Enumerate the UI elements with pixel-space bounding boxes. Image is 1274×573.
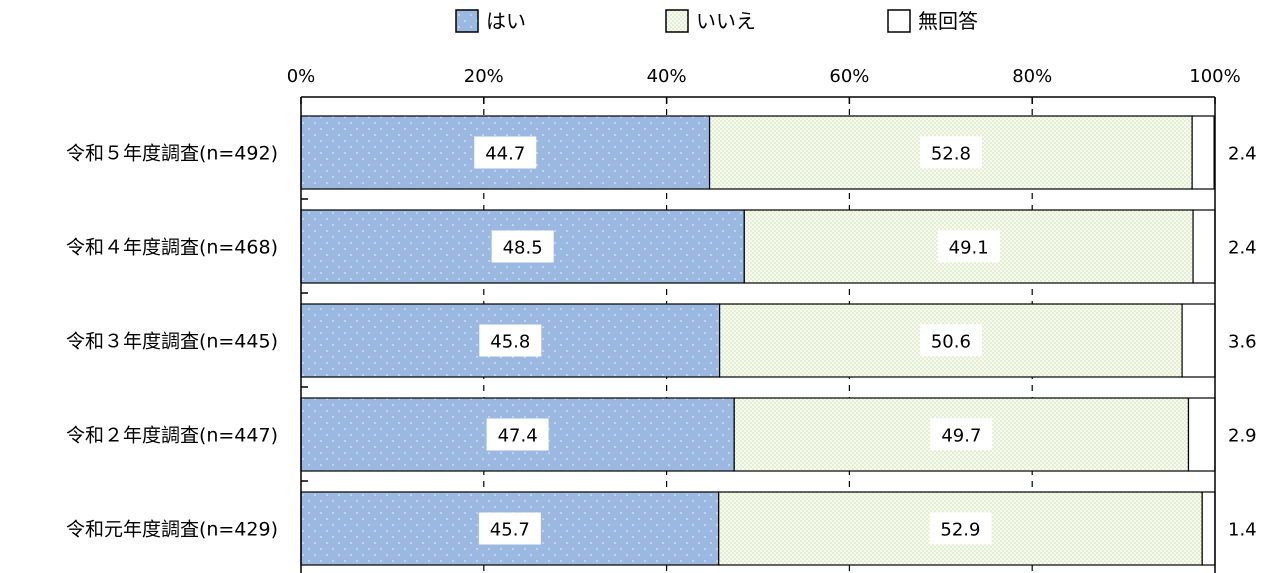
bar-row-1 — [300, 209, 1216, 284]
data-label-2-3: 2.9 — [1228, 426, 1257, 447]
legend-swatch-2 — [887, 9, 911, 33]
bar-row-4 — [300, 491, 1216, 566]
data-label-0-0: 44.7 — [485, 144, 525, 165]
data-label-2-1: 2.4 — [1228, 238, 1257, 259]
data-label-0-1: 48.5 — [503, 238, 543, 259]
data-label-1-2: 50.6 — [931, 332, 971, 353]
data-label-bg-0-2 — [479, 324, 542, 357]
x-tick-label-3: 60% — [829, 66, 869, 87]
bar-segment-2-1 — [1192, 209, 1216, 284]
bar-segment-2-2 — [1181, 303, 1216, 378]
bar-segment-2-4 — [1201, 491, 1216, 566]
bars — [300, 115, 1216, 566]
category-label-0: 令和５年度調査(n=492) — [66, 143, 278, 165]
category-label-3: 令和２年度調査(n=447) — [66, 425, 278, 447]
data-label-2-4: 1.4 — [1228, 520, 1257, 541]
legend-label-1: いいえ — [696, 9, 756, 33]
bar-row-0 — [300, 115, 1215, 190]
data-label-1-1: 49.1 — [949, 238, 989, 259]
data-label-2-0: 2.4 — [1228, 144, 1257, 165]
legend-label-2: 無回答 — [918, 9, 978, 33]
legend-swatch-0 — [455, 9, 479, 33]
bar-row-2 — [300, 303, 1216, 378]
bar-segment-2-0 — [1191, 115, 1215, 190]
data-label-1-3: 49.7 — [941, 426, 981, 447]
category-label-4: 令和元年度調査(n=429) — [66, 519, 278, 541]
bar-segment-0-0 — [300, 115, 711, 190]
data-label-bg-1-3 — [930, 418, 993, 451]
data-label-bg-1-0 — [919, 136, 982, 169]
legend-swatch-1 — [665, 9, 689, 33]
data-label-2-2: 3.6 — [1228, 332, 1257, 353]
data-label-bg-0-3 — [486, 418, 549, 451]
data-label-bg-0-0 — [474, 136, 537, 169]
labels: 44.7 52.8 2.4 令和５年度調査(n=492) 48.5 49.1 2.4 令和４年… — [66, 136, 1257, 545]
x-tick-label-1: 20% — [464, 66, 504, 87]
x-tick-label-0: 0% — [287, 66, 316, 87]
x-tick-label-2: 40% — [647, 66, 687, 87]
x-tick-label-4: 80% — [1012, 66, 1052, 87]
category-label-2: 令和３年度調査(n=445) — [66, 331, 278, 353]
bar-row-3 — [300, 397, 1216, 472]
x-tick-label-5: 100% — [1189, 66, 1240, 87]
data-label-1-0: 52.8 — [931, 144, 971, 165]
category-label-1: 令和４年度調査(n=468) — [66, 237, 278, 259]
data-label-bg-0-1 — [491, 230, 554, 263]
data-label-bg-1-4 — [929, 512, 992, 545]
data-label-bg-0-4 — [478, 512, 541, 545]
legend: はい いいえ 無回答 — [455, 9, 978, 33]
data-label-bg-1-2 — [919, 324, 982, 357]
data-label-0-3: 47.4 — [498, 426, 538, 447]
legend-label-0: はい — [486, 9, 526, 33]
data-label-bg-1-1 — [937, 230, 1000, 263]
data-label-0-2: 45.8 — [490, 332, 530, 353]
axes — [300, 96, 1216, 573]
bar-segment-2-3 — [1187, 397, 1216, 472]
data-label-1-4: 52.9 — [940, 520, 980, 541]
data-label-0-4: 45.7 — [490, 520, 530, 541]
x-axis-ticks: 0% 20% 40% 60% 80% 100% — [287, 66, 1241, 87]
